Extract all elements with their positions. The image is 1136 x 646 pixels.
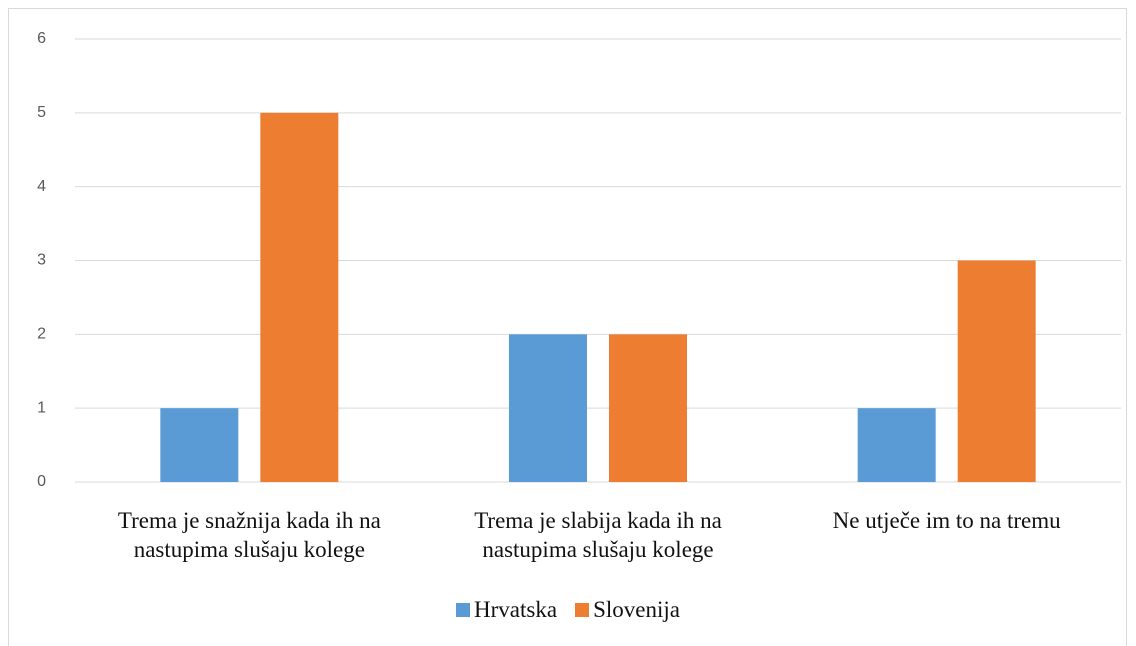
y-tick-label: 3	[37, 252, 46, 269]
y-tick-label: 2	[37, 326, 46, 343]
legend-label: Hrvatska	[474, 597, 558, 622]
bar	[260, 112, 339, 482]
x-tick-label: Trema je slabija kada ih na nastupima sl…	[474, 508, 722, 562]
legend-label: Slovenija	[593, 597, 680, 622]
bar	[160, 408, 239, 482]
legend-item: Hrvatska	[456, 597, 557, 623]
legend-item: Slovenija	[575, 597, 680, 623]
legend: Hrvatska Slovenija	[0, 597, 1136, 623]
legend-swatch	[575, 603, 590, 617]
bar	[857, 408, 936, 482]
y-tick-label: 6	[37, 30, 46, 47]
bar	[609, 334, 687, 482]
bar	[509, 334, 587, 482]
x-tick-label: Ne utječe im to na tremu	[832, 508, 1061, 533]
bar	[957, 260, 1036, 482]
y-tick-label: 5	[37, 104, 46, 121]
x-tick-label: Trema je snažnija kada ih na nastupima s…	[117, 508, 381, 562]
y-tick-label: 4	[37, 178, 46, 195]
legend-swatch	[456, 603, 471, 617]
y-tick-label: 0	[37, 473, 46, 490]
chart-border	[8, 8, 1127, 646]
y-tick-label: 1	[37, 399, 46, 416]
